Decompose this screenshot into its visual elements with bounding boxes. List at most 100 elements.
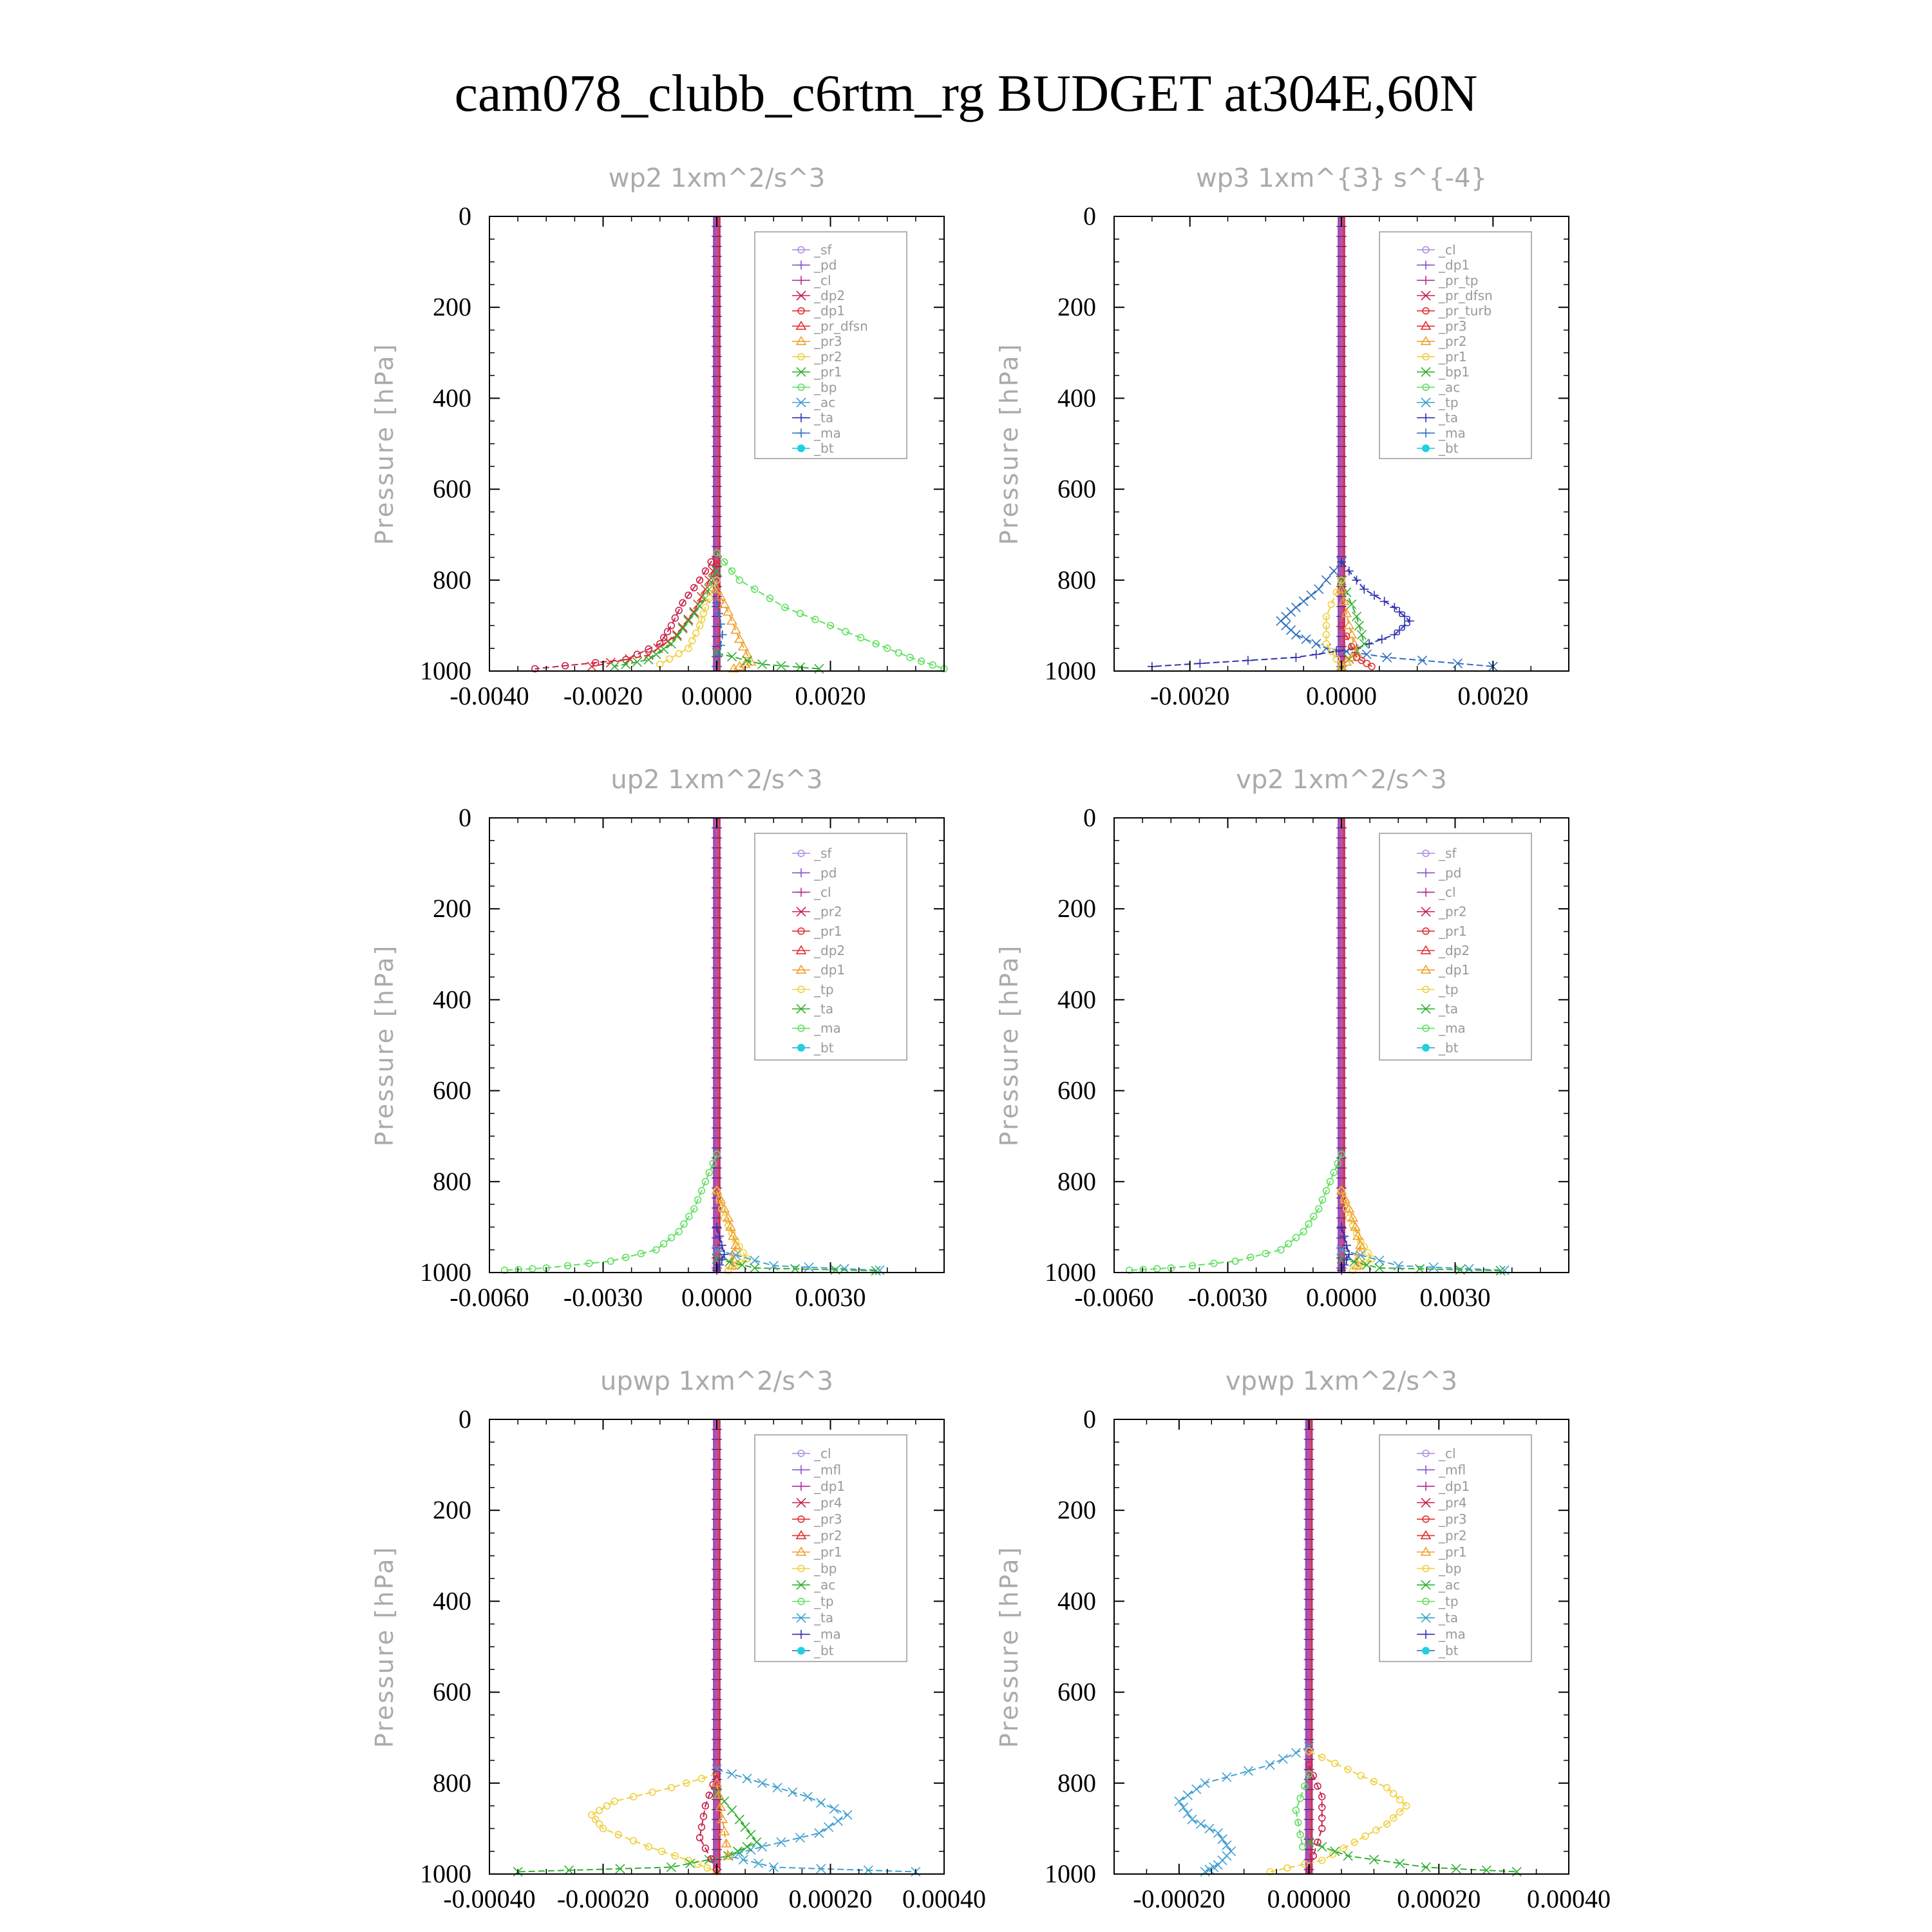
tp-point: [1222, 1840, 1232, 1850]
pr2-point: [1350, 1221, 1361, 1231]
series-line: [1308, 1765, 1323, 1870]
pr3-point: [728, 663, 739, 673]
legend-item-tp: _tp: [792, 1594, 834, 1609]
x-tick-label: 0.0020: [1457, 681, 1528, 710]
bp-point: [757, 659, 768, 669]
pr1-point: [1396, 1808, 1404, 1816]
ta-point: [1405, 616, 1414, 626]
dp1-point: [561, 662, 569, 670]
legend-item-pr2: _pr2: [792, 904, 842, 920]
legend-point: [1422, 1564, 1430, 1573]
x-tick-label: 0.00020: [789, 1884, 873, 1913]
dp1-point: [1326, 1178, 1334, 1186]
pr2-point: [717, 1814, 728, 1823]
tp-point: [776, 1837, 786, 1848]
legend-point: [797, 353, 805, 361]
dp1-point: [1310, 1213, 1318, 1220]
legend-label: _pr3: [1438, 318, 1467, 334]
dp1-point: [585, 1260, 593, 1267]
pr1-point: [621, 659, 631, 669]
ta-point: [1243, 656, 1253, 665]
legend-item-bt: _bt: [1417, 1040, 1459, 1056]
bp-point: [740, 1822, 750, 1832]
bp-point: [1330, 1846, 1340, 1857]
dp1-point: [1277, 1245, 1285, 1254]
pr_turb-point: [1343, 632, 1350, 640]
tp-point: [1341, 646, 1352, 656]
legend-item-cl: _cl: [792, 1446, 831, 1461]
legend-item-ma: _ma: [792, 425, 841, 440]
x-tick-label: 0.0020: [795, 681, 866, 710]
tp-point: [1464, 1264, 1474, 1274]
pr3-point: [734, 661, 745, 670]
panel-6: vpwp 1xm^2/s^3 Pressure [hPa] 0 200 400 600 80…: [995, 1367, 1611, 1913]
dp1-point: [667, 621, 676, 630]
pr3-point: [723, 606, 734, 616]
x-tick-label: 0.00000: [675, 1884, 759, 1913]
x-tick-label: 0.00040: [1527, 1884, 1611, 1913]
dp1-point: [667, 1234, 676, 1242]
pr2-point: [711, 1185, 723, 1195]
pr3-point: [737, 641, 749, 651]
legend-label: _ta: [813, 410, 833, 426]
tp-point: [1314, 584, 1324, 594]
pr1-point: [1356, 1236, 1365, 1245]
legend-point: [795, 320, 807, 330]
legend-item-pr_dfsn: _pr_dfsn: [792, 318, 868, 334]
legend-point: [1421, 1629, 1430, 1639]
bp-point: [752, 1837, 762, 1848]
pr1-point: [1318, 1857, 1326, 1864]
legend-label: _sf: [1438, 846, 1457, 861]
x-tick-label: -0.0020: [564, 681, 643, 710]
legend-label: _ma: [1438, 1627, 1466, 1642]
legend-item-bt: _bt: [792, 1643, 834, 1658]
legend-item-pr_tp: _pr_tp: [1417, 272, 1478, 288]
legend-marker: [797, 444, 805, 453]
ac-point: [735, 576, 744, 584]
bp-point: [1395, 1858, 1405, 1869]
legend-point: [1421, 907, 1431, 917]
legend-item-cl: _cl: [1417, 1446, 1456, 1461]
x-tick-label: 0.0000: [681, 1283, 752, 1312]
series-line: [1280, 561, 1493, 667]
legend-item-pr_turb: _pr_turb: [1417, 303, 1492, 319]
series-tp: [712, 1765, 921, 1877]
pr1-point: [1364, 1249, 1372, 1257]
pr2-point: [730, 1240, 741, 1249]
legend-item-dp1: _dp1: [792, 962, 845, 978]
y-tick-label: 400: [433, 1586, 471, 1615]
series-pr_turb: [1338, 621, 1376, 670]
legend-point: [797, 868, 806, 878]
legend-label: _ta: [813, 1001, 833, 1017]
dp1-point: [705, 1168, 713, 1177]
dp1-point: [652, 1245, 660, 1254]
dp1-point: [675, 607, 683, 614]
legend-label: _pd: [813, 865, 837, 880]
tp-point: [788, 1787, 798, 1797]
pr1-point: [595, 1806, 603, 1814]
pr2-point: [725, 1221, 736, 1231]
ta-point: [1400, 621, 1410, 630]
pr2-point: [1347, 1212, 1359, 1222]
legend-item-sf: _sf: [792, 242, 832, 258]
legend-point: [796, 1613, 806, 1623]
tp-point: [1182, 1808, 1193, 1819]
ta-point: [712, 598, 721, 608]
series-line: [659, 580, 717, 665]
ac-point: [781, 603, 789, 611]
legend-point: [1421, 1481, 1430, 1491]
dp2-point: [587, 661, 597, 672]
tp-point: [1301, 634, 1311, 645]
pr1-point: [611, 1797, 618, 1805]
pr2-point: [719, 1203, 730, 1213]
legend-point: [797, 1597, 805, 1605]
dp1-point: [1305, 1220, 1312, 1228]
bp1-point: [1341, 587, 1352, 598]
ta-point: [714, 609, 723, 618]
legend-point: [797, 1564, 805, 1573]
legend-item-cl: _cl: [1417, 884, 1456, 900]
legend-label: _dp1: [813, 1479, 845, 1494]
bp1-point: [1347, 599, 1357, 610]
legend-item-pr1: _pr1: [1417, 349, 1467, 365]
legend-label: _bp1: [1438, 365, 1470, 380]
